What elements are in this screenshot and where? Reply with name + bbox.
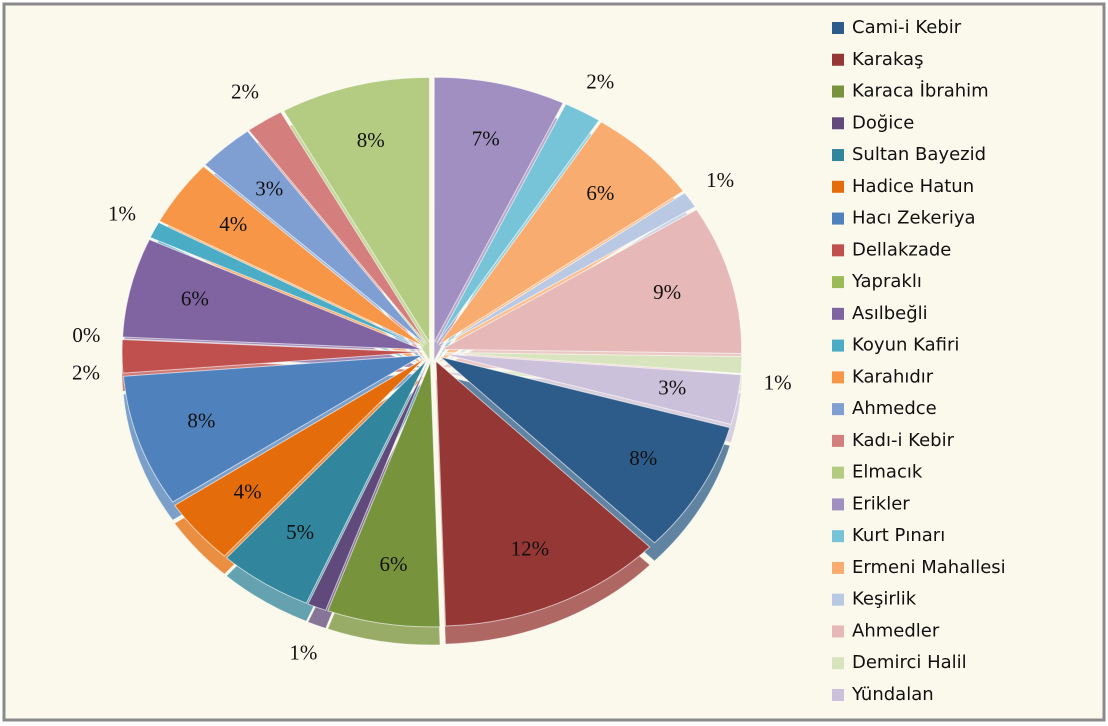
legend-label: Ahmedler — [852, 620, 940, 641]
legend-label: Karaca İbrahim — [852, 81, 989, 102]
legend-label: Sultan Bayezid — [852, 144, 986, 165]
slice — [282, 76, 430, 345]
data-label: 1% — [764, 370, 792, 394]
legend-label: Kurt Pınarı — [852, 525, 945, 546]
legend-swatch — [832, 657, 844, 670]
legend-label: Yapraklı — [851, 271, 922, 292]
data-label: 9% — [653, 280, 681, 304]
legend-label: Karahıdır — [852, 366, 934, 387]
data-label: 8% — [357, 128, 385, 152]
slice — [307, 361, 429, 611]
data-label: 1% — [706, 168, 734, 192]
data-label: 1% — [108, 202, 136, 226]
slice — [122, 354, 423, 503]
data-label: 8% — [187, 409, 215, 433]
legend-swatch — [832, 593, 844, 606]
slice — [149, 221, 424, 349]
slice — [247, 111, 428, 344]
legend-label: Asılbeğli — [852, 303, 928, 324]
data-label: 3% — [658, 375, 686, 399]
legend-swatch — [832, 244, 844, 257]
slice — [121, 339, 423, 374]
slice — [433, 76, 564, 343]
legend-swatch — [832, 434, 844, 447]
slice — [440, 192, 696, 347]
data-label: 2% — [72, 361, 100, 385]
legend-swatch — [832, 180, 844, 193]
legend-label: Doğice — [852, 112, 914, 133]
legend-swatch — [832, 212, 844, 225]
data-label: 1% — [289, 641, 317, 665]
legend-swatch — [832, 307, 844, 320]
data-label: 6% — [586, 181, 614, 205]
data-label: 3% — [255, 176, 283, 200]
legend-swatch — [832, 85, 844, 98]
slice — [440, 356, 731, 544]
slice — [441, 353, 742, 425]
slice — [122, 238, 423, 351]
legend-swatch — [832, 403, 844, 416]
slice — [327, 361, 441, 628]
data-label: 12% — [511, 536, 550, 560]
slice — [441, 351, 743, 375]
legend-label: Karakaş — [852, 49, 923, 70]
slice — [225, 360, 428, 604]
slice — [173, 358, 425, 557]
legend-swatch — [832, 339, 844, 352]
data-label: 8% — [629, 446, 657, 470]
legend-label: Ermeni Mahallesi — [852, 557, 1006, 578]
legend-swatch — [832, 530, 844, 543]
legend-label: Demirci Halil — [852, 652, 967, 673]
slice — [439, 208, 743, 355]
legend-swatch — [832, 466, 844, 479]
data-label: 6% — [181, 287, 209, 311]
slice — [204, 130, 426, 345]
data-label: 2% — [231, 80, 259, 104]
legend-swatch — [832, 498, 844, 511]
legend-swatch — [832, 53, 844, 66]
legend-label: Cami-i Kebir — [852, 17, 962, 38]
legend-swatch — [832, 117, 844, 130]
legend-swatch — [832, 276, 844, 289]
legend-swatch — [832, 149, 844, 162]
data-label: 2% — [586, 70, 614, 94]
data-label: 6% — [379, 552, 407, 576]
slice — [436, 103, 600, 344]
legend-label: Elmacık — [852, 462, 923, 483]
legend-label: Kadı-i Kebir — [852, 430, 955, 451]
legend-swatch — [832, 22, 844, 34]
slice — [438, 121, 685, 346]
slice — [158, 165, 425, 347]
slice — [435, 360, 651, 627]
data-label: 5% — [286, 520, 314, 544]
legend-swatch — [832, 561, 844, 574]
legend-label: Hadice Hatun — [852, 176, 974, 197]
data-label: 4% — [234, 480, 262, 504]
legend-label: Keşirlik — [852, 589, 917, 610]
legend-label: Hacı Zekeriya — [852, 208, 976, 229]
legend-label: Yündalan — [851, 684, 934, 705]
legend-swatch — [832, 625, 844, 638]
legend-label: Dellakzade — [852, 239, 951, 260]
data-label: 4% — [219, 212, 247, 236]
legend-label: Koyun Kafiri — [852, 335, 959, 356]
legend-swatch — [832, 688, 844, 701]
data-label: 0% — [72, 323, 100, 347]
data-label: 7% — [472, 126, 500, 150]
legend-label: Ahmedce — [852, 398, 937, 419]
legend-label: Erikler — [852, 493, 910, 514]
legend-swatch — [832, 371, 844, 384]
